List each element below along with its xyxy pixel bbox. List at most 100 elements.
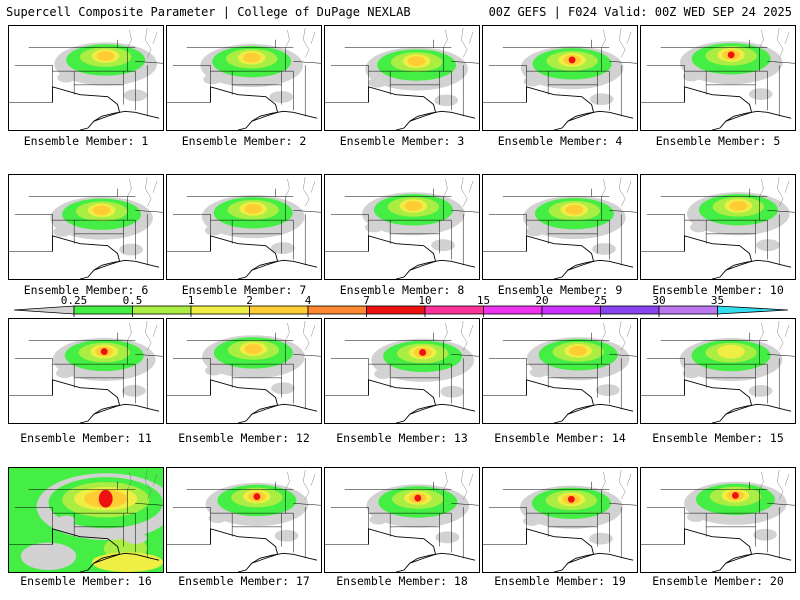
scp-fill-region (419, 349, 427, 356)
state-border (330, 65, 391, 72)
state-border (488, 214, 549, 221)
texas-border (51, 235, 121, 279)
state-border (172, 65, 233, 72)
color-scale-bar: 0.25 0.5 1 2 4 7 10 15 20 25 30 35 (13, 296, 789, 317)
legend-swatch (483, 305, 543, 315)
state-border (172, 507, 233, 514)
ensemble-member-map (8, 25, 164, 131)
legend-swatch (541, 305, 601, 315)
scp-fill-region (205, 365, 223, 376)
scp-fill-region (440, 385, 465, 398)
river-line (601, 176, 632, 207)
gulf-coastline (251, 110, 318, 122)
map-canvas (641, 469, 795, 572)
scp-fill-region (592, 243, 616, 255)
legend-tick-label: 15 (477, 296, 490, 307)
ensemble-member-label: Ensemble Member: 7 (181, 283, 307, 297)
state-border (172, 214, 233, 221)
state-border (293, 503, 321, 506)
ensemble-member-label: Ensemble Member: 3 (339, 134, 465, 148)
scp-fill-region (271, 382, 295, 395)
map-canvas (9, 176, 163, 279)
state-border (14, 214, 75, 221)
river-line (443, 27, 474, 58)
state-border (646, 65, 707, 72)
gulf-coastline (93, 259, 160, 271)
state-border (172, 358, 233, 365)
state-border (135, 503, 163, 506)
map-canvas (9, 468, 163, 572)
state-border (767, 503, 795, 506)
scp-fill-region (682, 71, 701, 82)
state-border (609, 354, 637, 357)
scp-fill-region (682, 368, 701, 379)
state-border (330, 358, 391, 365)
ensemble-member-map (166, 318, 322, 424)
ensemble-member-map (640, 174, 796, 280)
scp-fill-region (727, 51, 735, 59)
map-canvas (325, 320, 479, 423)
scp-fill-region (434, 94, 459, 107)
state-border (767, 61, 795, 64)
texas-border (525, 379, 595, 423)
scp-fill-region (369, 514, 388, 525)
scp-fill-region (244, 203, 263, 214)
gulf-coastline (251, 552, 318, 564)
state-border (451, 210, 479, 213)
ensemble-member-label: Ensemble Member: 10 (652, 283, 784, 297)
river-line (127, 176, 158, 207)
scp-fill-region (595, 384, 620, 396)
legend-tick-label: 7 (363, 296, 370, 307)
texas-border (51, 86, 121, 130)
ensemble-member-label: Ensemble Member: 6 (23, 283, 149, 297)
texas-border (683, 379, 753, 423)
texas-border (525, 86, 595, 130)
texas-border (209, 235, 279, 279)
scp-fill-region (365, 222, 383, 233)
gulf-coastline (567, 110, 634, 122)
texas-border (683, 86, 753, 130)
ensemble-member-label: Ensemble Member: 18 (336, 574, 468, 588)
legend-swatch (366, 305, 426, 315)
scp-fill-region (731, 492, 739, 499)
legend-swatch-above (717, 305, 789, 315)
state-border (451, 354, 479, 357)
texas-border (51, 379, 121, 423)
map-canvas (9, 320, 163, 423)
state-border (135, 61, 163, 64)
ensemble-member-map (324, 174, 480, 280)
texas-border (367, 235, 437, 279)
scp-fill-region (689, 222, 708, 233)
legend-swatch-below (13, 305, 75, 315)
texas-border (367, 379, 437, 423)
gulf-coastline (251, 259, 318, 271)
gulf-coastline (725, 552, 792, 564)
legend-swatch (73, 305, 133, 315)
scp-fill-region (274, 529, 299, 542)
scp-fill-region (122, 384, 146, 397)
ensemble-member-label: Ensemble Member: 17 (178, 574, 310, 588)
ensemble-member-label: Ensemble Member: 15 (652, 431, 784, 445)
state-border (293, 61, 321, 64)
scp-fill-region (374, 369, 393, 379)
map-canvas (641, 27, 795, 130)
scp-fill-region (98, 489, 113, 508)
state-border (135, 210, 163, 213)
texas-border (367, 86, 437, 130)
legend-swatch (249, 305, 309, 315)
river-line (759, 27, 790, 58)
texas-border (683, 235, 753, 279)
scp-fill-region (589, 93, 614, 106)
river-line (285, 469, 316, 500)
gulf-coastline (251, 403, 318, 415)
legend-tick-label: 2 (246, 296, 253, 307)
ensemble-member-label: Ensemble Member: 14 (494, 431, 626, 445)
scp-fill-region (242, 52, 261, 63)
ensemble-member-map (482, 25, 638, 131)
scp-fill-region (57, 72, 76, 83)
ensemble-member-map (640, 467, 796, 573)
ensemble-member-label: Ensemble Member: 16 (20, 574, 152, 588)
state-border (488, 507, 549, 514)
texas-border (209, 86, 279, 130)
state-border (646, 507, 707, 514)
